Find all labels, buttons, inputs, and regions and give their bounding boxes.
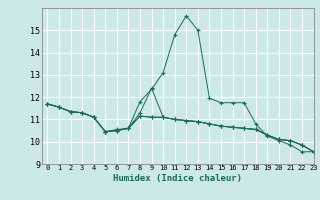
X-axis label: Humidex (Indice chaleur): Humidex (Indice chaleur) xyxy=(113,174,242,183)
